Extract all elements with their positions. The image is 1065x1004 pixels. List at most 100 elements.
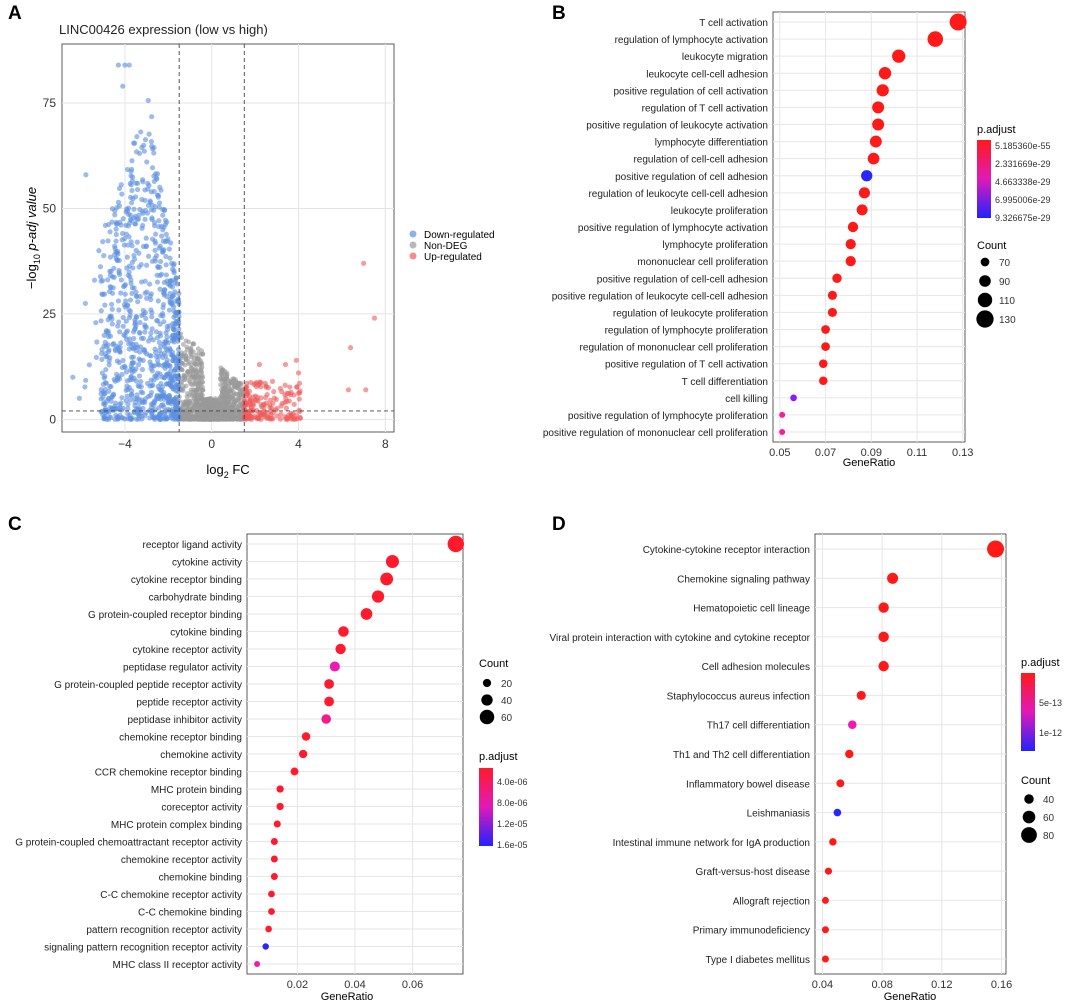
nondeg-point [218,382,223,388]
down-regulated-point [133,341,139,347]
down-regulated-point [101,253,107,259]
term-dot [338,626,349,637]
down-regulated-point [166,307,173,313]
down-regulated-point [121,332,127,338]
down-regulated-point [102,380,109,386]
go-mf-term-labels: receptor ligand activity cytokine activit… [15,540,242,971]
term-label: leukocyte cell-cell adhesion [646,69,768,80]
down-regulated-point [147,415,153,421]
down-regulated-point [157,184,163,190]
down-regulated-point [129,187,135,194]
count-legend-dot [482,678,492,688]
go-bp-dots [779,13,967,435]
nondeg-point [180,404,186,409]
term-label: Graft-versus-host disease [696,867,811,878]
down-regulated-point [82,384,88,390]
down-regulated-point [136,250,142,256]
padjust-colorbar [977,140,991,218]
go-bp-x-ticks: 0.05 0.07 0.09 0.11 0.13 [769,447,973,459]
up-regulated-point [273,407,279,413]
up-regulated-point [296,407,302,413]
term-label: lymphocyte differentiation [655,138,768,149]
up-regulated-point [277,385,283,392]
term-dot [876,84,889,97]
down-regulated-point [149,114,155,120]
down-regulated-point [103,343,109,350]
down-regulated-point [155,395,161,402]
term-dot [276,785,284,793]
down-regulated-point [103,354,109,360]
up-regulated-point [258,416,264,422]
up-regulated-point [247,415,253,421]
nondeg-point [184,401,190,407]
down-regulated-point [105,330,111,336]
down-regulated-point [145,338,152,344]
term-label: Th1 and Th2 cell differentiation [673,750,810,761]
down-regulated-point [97,264,104,270]
down-regulated-point [160,238,166,244]
up-regulated-point [287,384,293,390]
down-regulated-point [116,307,122,313]
down-regulated-point [117,412,123,418]
down-regulated-point [121,302,128,308]
kegg-dots [821,540,1005,963]
down-regulated-point [145,380,151,387]
up-regulated-point [294,384,300,390]
down-regulated-point [158,223,165,229]
term-label: coreceptor activity [161,803,242,814]
kegg-padjust-legend: p.adjust 5e-13 1e-12 [1021,657,1062,751]
panel-b: B T cell activation regulation of lymphoc… [543,3,1051,469]
down-regulated-point [164,278,170,284]
go-bp-padjust-legend: p.adjust 5.185360e-55 2.331669e-29 4.66333… [977,124,1051,223]
x-tick-label: 8 [382,437,389,451]
down-regulated-point [155,357,161,364]
down-regulated-point [110,341,116,348]
down-regulated-point [91,277,98,283]
down-regulated-point [140,335,147,341]
down-regulated-point [152,231,159,237]
term-dot [878,67,892,80]
down-regulated-point [140,307,146,314]
term-dot [329,661,340,672]
nondeg-point [196,416,201,422]
down-regulated-point [131,206,137,212]
down-regulated-point [102,222,108,228]
down-regulated-point [134,216,140,222]
nondeg-point [185,361,191,366]
down-regulated-point [122,62,128,68]
down-regulated-point [167,278,174,284]
down-regulated-point [131,335,137,342]
down-regulated-point [148,207,155,213]
down-regulated-point [117,329,123,335]
term-dot [892,49,906,63]
down-regulated-point [156,416,163,422]
term-label: C-C chemokine receptor activity [100,890,242,901]
down-regulated-point [133,289,139,295]
down-regulated-point [147,281,153,287]
term-dot [878,602,889,613]
nondeg-point [208,416,214,422]
term-dot [301,732,311,741]
up-regulated-point [297,415,303,422]
down-regulated-point [107,313,113,319]
down-regulated-point [116,271,123,277]
x-tick-label: −4 [118,437,132,451]
down-regulated-point [174,281,180,287]
x-tick-label: 0.07 [815,447,836,459]
down-regulated-point [165,236,171,242]
nondeg-point [180,416,185,422]
down-regulated-point [148,353,154,359]
up-regulated-point [257,411,263,417]
up-regulated-point [361,260,367,266]
down-regulated-point [112,243,118,249]
term-dot [447,535,464,553]
down-regulated-point [126,315,133,321]
term-label: positive regulation of mononuclear cell … [543,428,768,439]
nondeg-point [181,384,186,389]
go-mf-gridlines [247,534,463,974]
nondeg-point [180,388,186,394]
up-regulated-point [269,378,276,384]
legend-up-marker [409,252,417,260]
term-label: regulation of T cell activation [642,103,768,114]
down-regulated-point [176,313,182,320]
